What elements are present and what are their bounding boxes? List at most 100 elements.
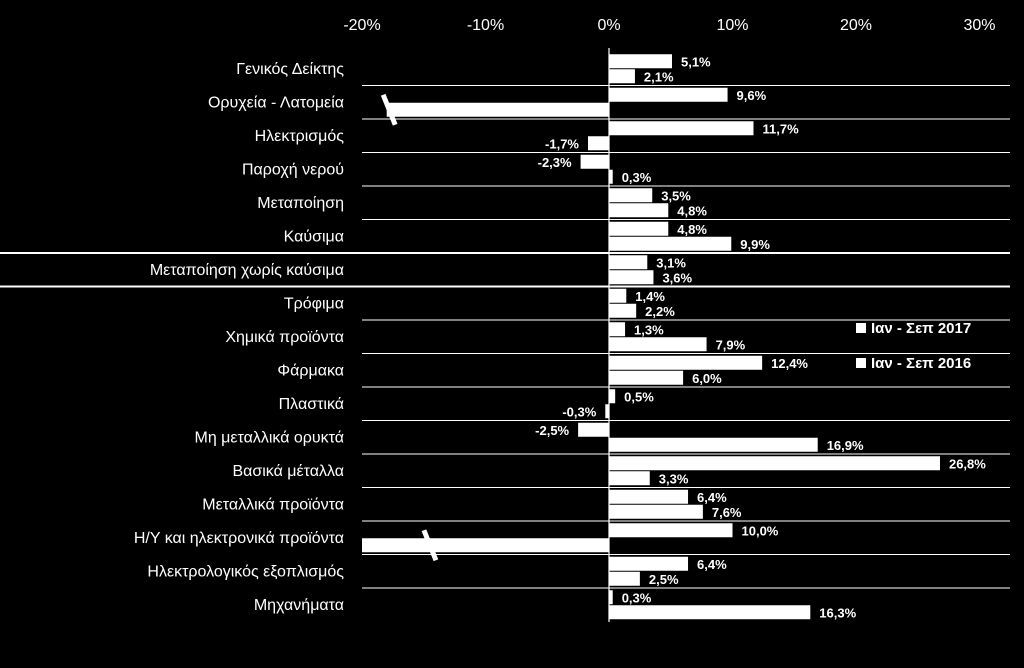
data-label-2016: -1,7% (545, 136, 579, 151)
legend-label: Ιαν - Σεπ 2017 (871, 320, 971, 337)
data-label-2016: 2,1% (644, 69, 674, 84)
legend: Ιαν - Σεπ 2017 Ιαν - Σεπ 2016 (856, 320, 971, 372)
data-label-2017: 10,0% (742, 523, 779, 538)
data-label-2016: 6,0% (692, 371, 722, 386)
bar-2016 (609, 203, 669, 218)
category-label: Πλαστικά (279, 396, 344, 413)
category-label: Τρόφιμα (284, 295, 344, 312)
x-tick-label: -20% (343, 17, 380, 34)
data-label-2017: 3,1% (656, 255, 686, 270)
category-label: Χημικά προϊόντα (225, 329, 344, 346)
bar-2017 (609, 556, 689, 571)
bar-2017 (609, 355, 763, 370)
data-labels: 5,1%2,1%9,6%11,7%-1,7%-2,3%0,3%3,5%4,8%4… (535, 54, 986, 620)
legend-swatch (856, 358, 866, 368)
category-label: Ορυχεία - Λατομεία (208, 94, 344, 111)
x-tick-label: 30% (963, 17, 995, 34)
data-label-2017: 6,4% (697, 557, 727, 572)
bar-2017 (609, 389, 616, 404)
separator-lines (0, 85, 1010, 589)
data-label-2016: 7,9% (716, 337, 746, 352)
data-label-2017: 5,1% (681, 54, 711, 69)
data-label-2016: 2,2% (645, 304, 675, 319)
bar-2017 (609, 54, 672, 69)
data-label-2017: 1,4% (635, 289, 665, 304)
data-label-2016: 16,3% (819, 605, 856, 620)
bar-2016 (609, 437, 818, 452)
category-labels: Γενικός Δείκτης Ορυχεία - Λατομεία Ηλεκτρι… (134, 61, 344, 614)
data-label-2017: 1,3% (634, 322, 664, 337)
category-label: Γενικός Δείκτης (236, 61, 344, 78)
category-label: Η/Υ και ηλεκτρονικά προϊόντα (134, 530, 344, 547)
data-label-2016: 4,8% (677, 203, 707, 218)
bar-2016 (609, 370, 684, 385)
data-label-2016: 16,9% (827, 438, 864, 453)
data-label-2017: -2,5% (535, 423, 569, 438)
bar-2016 (609, 169, 613, 184)
bar-2017 (578, 422, 609, 437)
category-label: Ηλεκτρισμός (255, 128, 345, 145)
data-label-2016: 2,5% (649, 572, 679, 587)
data-label-2017: 0,3% (622, 590, 652, 605)
bar-2017 (609, 523, 733, 538)
bar-2016 (609, 69, 635, 84)
bars (362, 54, 940, 620)
bar-2016 (386, 102, 609, 117)
axis-break-marker (380, 93, 398, 126)
bar-2017 (580, 154, 609, 169)
data-label-2016: 3,3% (659, 471, 689, 486)
legend-swatch (856, 323, 866, 333)
category-label: Παροχή νερού (242, 161, 344, 178)
bar-2017 (609, 288, 627, 303)
category-label: Μεταποίηση χωρίς καύσιμα (150, 262, 344, 279)
bar-2016 (609, 571, 640, 586)
data-label-2017: 26,8% (949, 456, 986, 471)
category-label: Βασικά μέταλλα (232, 463, 344, 480)
bar-2016 (609, 337, 707, 352)
data-label-2017: 4,8% (677, 222, 707, 237)
legend-label: Ιαν - Σεπ 2016 (871, 355, 971, 372)
bar-2017 (609, 255, 648, 270)
bar-2017 (609, 188, 653, 203)
data-label-2016: 9,9% (740, 237, 770, 252)
bar-2017 (609, 87, 728, 102)
data-label-2017: 6,4% (697, 490, 727, 505)
data-label-2017: -2,3% (538, 155, 572, 170)
bar-2016 (609, 504, 703, 519)
bar-2016 (605, 404, 609, 419)
category-label: Ηλεκτρολογικός εξοπλισμός (147, 563, 344, 580)
bar-2016 (609, 236, 732, 251)
category-label: Μεταλλικά προϊόντα (202, 496, 344, 513)
category-label: Μεταποίηση (257, 195, 344, 212)
data-label-2017: 11,7% (762, 121, 799, 136)
bar-2017 (609, 590, 613, 605)
x-tick-label: -10% (467, 17, 504, 34)
bar-2017 (609, 456, 940, 471)
bar-2017 (609, 221, 669, 236)
data-label-2016: -0,3% (562, 404, 596, 419)
category-label: Μη μεταλλικά ορυκτά (194, 429, 344, 446)
data-label-2016: 3,6% (662, 270, 692, 285)
data-label-2016: 0,3% (622, 170, 652, 185)
bar-2016 (609, 605, 811, 620)
data-label-2017: 9,6% (737, 88, 767, 103)
bar-2017 (609, 121, 754, 136)
axis-break-marker (421, 529, 439, 562)
data-label-2016: 7,6% (712, 505, 742, 520)
x-tick-label: 0% (597, 17, 620, 34)
bar-2017 (609, 489, 689, 504)
bar-2016 (609, 471, 650, 486)
x-tick-label: 10% (716, 17, 748, 34)
bar-2016 (609, 303, 637, 318)
category-label: Φάρμακα (277, 362, 344, 379)
bar-2016 (609, 270, 654, 285)
data-label-2017: 12,4% (771, 356, 808, 371)
bar-2016 (588, 136, 609, 151)
category-label: Μηχανήματα (254, 597, 344, 614)
bar-2017 (609, 322, 626, 337)
category-label: Καύσιμα (284, 228, 344, 245)
data-label-2017: 3,5% (661, 188, 691, 203)
x-tick-label: 20% (840, 17, 872, 34)
data-label-2017: 0,5% (624, 389, 654, 404)
